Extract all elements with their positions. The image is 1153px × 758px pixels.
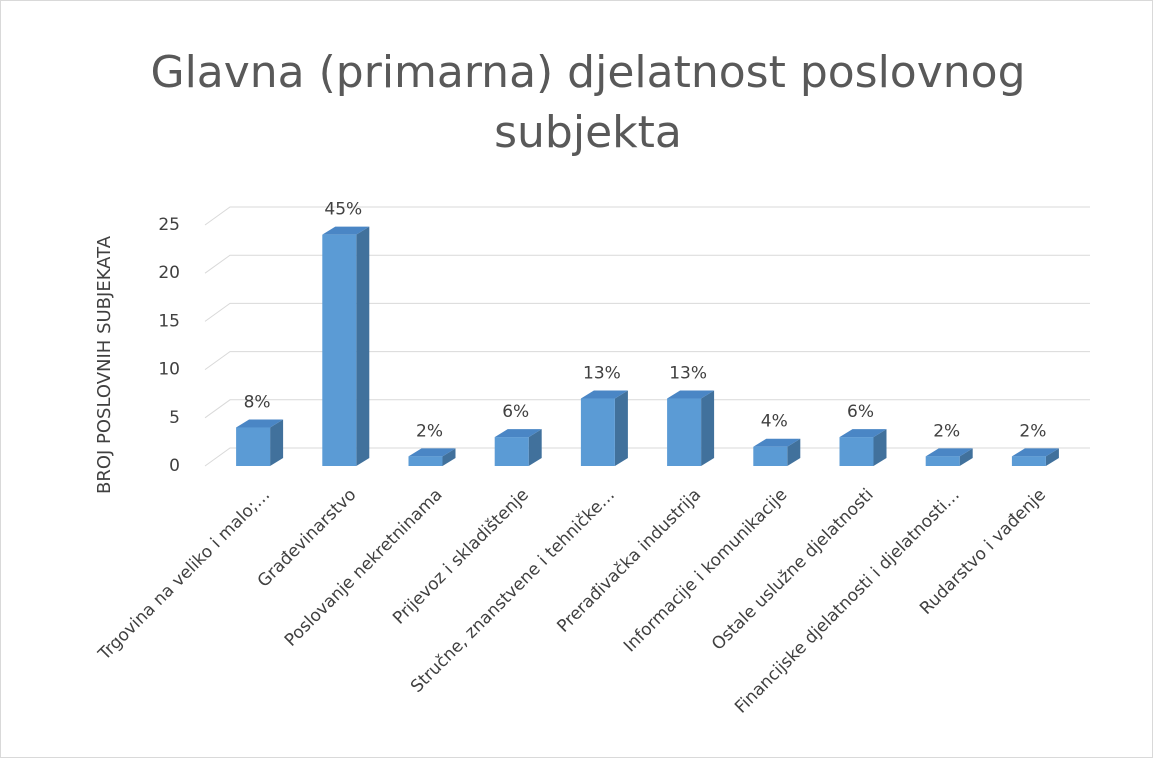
data-label: 2% bbox=[416, 421, 443, 441]
bar bbox=[753, 446, 788, 466]
y-tick-label: 5 bbox=[169, 408, 180, 428]
bar bbox=[925, 456, 960, 466]
bar-side bbox=[873, 429, 887, 466]
bar-side bbox=[787, 438, 801, 466]
y-tick-label: 15 bbox=[158, 311, 180, 331]
data-label: 13% bbox=[669, 364, 707, 384]
y-tick-label: 20 bbox=[158, 263, 180, 283]
bar-side bbox=[528, 429, 542, 466]
bar bbox=[408, 456, 443, 466]
bar bbox=[236, 427, 271, 466]
bar-top bbox=[580, 390, 628, 399]
bar-side bbox=[270, 419, 284, 466]
y-tick-label: 25 bbox=[158, 215, 180, 235]
data-label: 45% bbox=[324, 200, 362, 220]
data-label: 2% bbox=[1019, 421, 1046, 441]
data-label: 13% bbox=[583, 364, 621, 384]
grid-line bbox=[204, 302, 1090, 322]
y-axis-label: BROJ POSLOVNIH SUBJEKATA bbox=[94, 235, 115, 494]
bar-top bbox=[667, 390, 715, 399]
bar-side bbox=[356, 226, 370, 466]
data-label: 4% bbox=[761, 412, 788, 432]
y-tick-label: 10 bbox=[158, 360, 180, 380]
data-label: 8% bbox=[244, 392, 271, 412]
bar-top bbox=[322, 226, 370, 235]
bar-top bbox=[236, 419, 284, 428]
bar-side bbox=[701, 390, 715, 466]
grid-line bbox=[204, 447, 1090, 467]
title-line: subjekta bbox=[494, 107, 682, 158]
bar-top bbox=[839, 429, 887, 438]
bar bbox=[667, 398, 702, 466]
bar-top bbox=[1011, 448, 1059, 457]
y-tick-label: 0 bbox=[169, 456, 180, 476]
grid-line bbox=[204, 399, 1090, 419]
bar-top bbox=[408, 448, 456, 457]
bar-top bbox=[494, 429, 542, 438]
bar bbox=[1011, 456, 1046, 466]
grid-line bbox=[204, 254, 1090, 274]
bar bbox=[580, 398, 615, 466]
bar-side bbox=[442, 448, 456, 466]
data-label: 2% bbox=[933, 421, 960, 441]
title-line: Glavna (primarna) djelatnost poslovnog bbox=[150, 47, 1025, 98]
bar bbox=[322, 234, 357, 466]
data-label: 6% bbox=[847, 402, 874, 422]
bar-side bbox=[959, 448, 973, 466]
grid-line bbox=[204, 206, 1090, 226]
bar-side bbox=[614, 390, 628, 466]
bar-top bbox=[925, 448, 973, 457]
bar-top bbox=[753, 438, 801, 447]
chart-title: Glavna (primarna) djelatnost poslovnog su… bbox=[150, 47, 1025, 158]
bar bbox=[494, 437, 529, 466]
grid-line bbox=[204, 351, 1090, 371]
bar bbox=[839, 437, 874, 466]
data-label: 6% bbox=[502, 402, 529, 422]
bar-side bbox=[1045, 448, 1059, 466]
